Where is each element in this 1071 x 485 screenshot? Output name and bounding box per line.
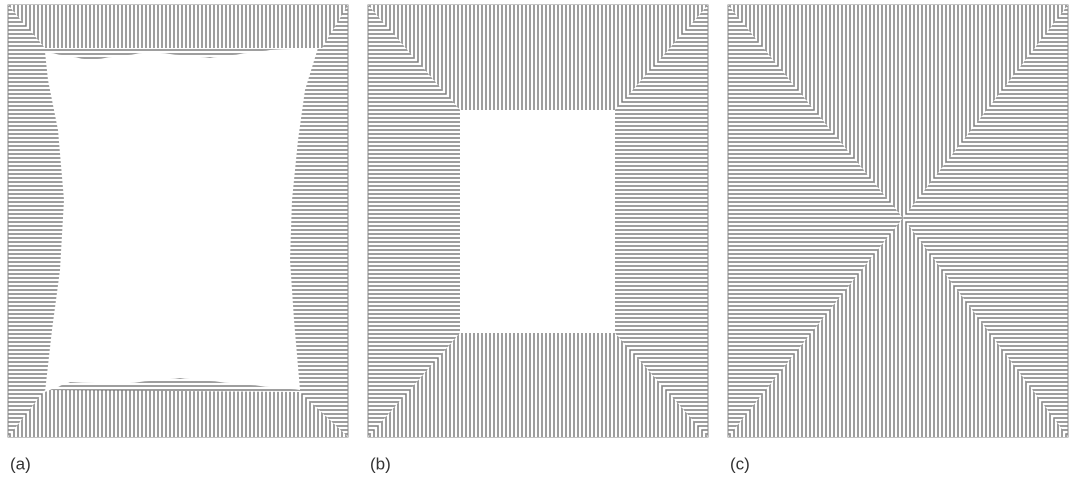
panel-label: (c) [730,454,750,473]
vertical-domain [8,390,348,437]
panel-a [8,5,348,437]
figure: (a) (b) (c) [0,0,1071,485]
panel-label: (b) [370,454,391,473]
panel-label: (a) [10,454,31,473]
panel-b [368,5,708,437]
empty-region [460,110,615,333]
empty-region [45,48,318,392]
panel-c [728,5,1068,437]
vertical-domain [8,5,348,48]
